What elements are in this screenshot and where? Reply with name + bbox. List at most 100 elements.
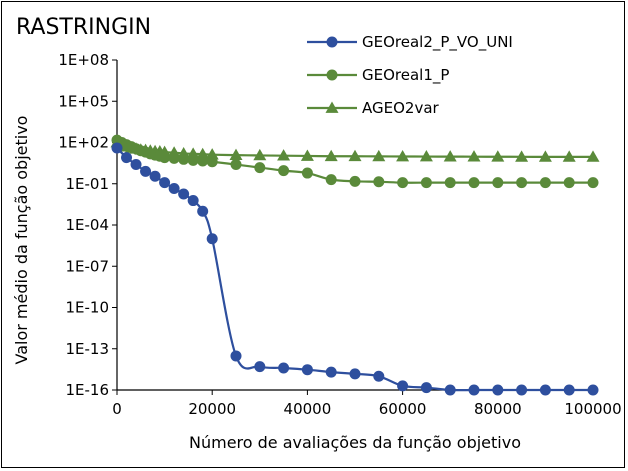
data-point xyxy=(196,147,210,160)
data-point xyxy=(121,152,133,164)
x-tick-label: 0 xyxy=(112,400,122,418)
y-tick-label: 1E-01 xyxy=(65,175,109,193)
data-point xyxy=(230,350,242,362)
legend-marker xyxy=(325,101,339,113)
x-tick-label: 100000 xyxy=(564,400,621,418)
y-tick-label: 1E-13 xyxy=(65,340,109,358)
x-tick-label: 80000 xyxy=(474,400,522,418)
data-point xyxy=(349,368,361,380)
data-point xyxy=(300,149,314,161)
data-point xyxy=(516,177,528,189)
data-point xyxy=(373,176,385,188)
data-point xyxy=(443,150,457,162)
x-tick-label: 20000 xyxy=(188,400,236,418)
data-point xyxy=(206,233,218,245)
data-point xyxy=(324,149,338,162)
data-point xyxy=(111,142,123,154)
data-point xyxy=(178,153,190,165)
data-point xyxy=(397,177,409,189)
legend-item: AGEO2var xyxy=(307,99,440,117)
legend-item: GEOreal2_P_VO_UNI xyxy=(307,33,513,52)
data-point xyxy=(586,150,600,162)
y-tick-label: 1E+02 xyxy=(58,134,109,152)
y-tick-label: 1E-07 xyxy=(65,257,109,275)
data-point xyxy=(515,150,529,162)
data-point xyxy=(254,162,266,174)
data-point xyxy=(325,174,337,186)
data-point xyxy=(538,150,552,162)
y-tick-label: 1E+05 xyxy=(58,92,109,110)
data-point xyxy=(467,150,481,162)
legend-label: AGEO2var xyxy=(362,99,440,117)
data-point xyxy=(372,149,386,162)
chart-title: RASTRINGIN xyxy=(16,15,151,40)
data-point xyxy=(563,177,575,189)
data-point xyxy=(444,384,456,396)
data-point xyxy=(197,205,209,217)
data-point xyxy=(562,150,576,162)
x-tick-label: 40000 xyxy=(284,400,332,418)
data-point xyxy=(254,361,266,373)
data-point xyxy=(206,156,218,168)
data-point xyxy=(130,159,142,171)
data-point xyxy=(373,370,385,382)
data-point xyxy=(159,177,171,189)
legend-label: GEOreal2_P_VO_UNI xyxy=(362,33,513,52)
data-point xyxy=(253,148,267,161)
data-point xyxy=(516,384,528,396)
data-point xyxy=(397,380,409,392)
data-point xyxy=(197,155,209,167)
legend-label: GEOreal1_P xyxy=(362,66,449,85)
data-point xyxy=(277,149,291,161)
y-tick-label: 1E-04 xyxy=(65,216,109,234)
data-point xyxy=(396,149,410,162)
data-point xyxy=(178,188,190,200)
series-GEOreal2_P_VO_UNI xyxy=(111,142,599,396)
data-point xyxy=(563,384,575,396)
data-point xyxy=(492,177,504,189)
y-axis-label: Valor médio da função objetivo xyxy=(12,116,31,365)
data-point xyxy=(468,177,480,189)
data-point xyxy=(539,384,551,396)
data-point xyxy=(420,177,432,189)
x-tick-label: 60000 xyxy=(379,400,427,418)
axes: 1E-16 1E-13 1E-10 1E-07 1E-04 1E-01 1E+02 1E+05… xyxy=(58,51,621,418)
data-point xyxy=(230,159,242,171)
data-point xyxy=(325,366,337,378)
data-point xyxy=(587,177,599,189)
series-GEOreal1_P xyxy=(111,134,599,189)
y-tick-label: 1E-16 xyxy=(65,381,109,399)
legend: GEOreal2_P_VO_UNI GEOreal1_P AGEO2var xyxy=(307,33,513,117)
data-point xyxy=(468,384,480,396)
legend-marker xyxy=(326,69,338,81)
data-point xyxy=(140,165,152,177)
y-tick-label: 1E-10 xyxy=(65,299,109,317)
data-point xyxy=(186,147,200,159)
data-point xyxy=(419,150,433,162)
data-point xyxy=(491,150,505,162)
y-tick-label: 1E+08 xyxy=(58,51,109,69)
data-point xyxy=(205,148,219,160)
legend-marker xyxy=(326,36,338,48)
series-layer xyxy=(110,134,600,396)
data-point xyxy=(301,364,313,376)
data-point xyxy=(444,177,456,189)
data-point xyxy=(149,170,161,182)
data-point xyxy=(159,152,171,164)
data-point xyxy=(278,362,290,374)
data-point xyxy=(301,167,313,179)
data-point xyxy=(348,149,362,162)
x-axis-label: Número de avaliações da função objetivo xyxy=(189,433,521,452)
data-point xyxy=(187,154,199,166)
data-point xyxy=(187,195,199,207)
data-point xyxy=(587,384,599,396)
data-point xyxy=(168,152,180,164)
data-point xyxy=(168,183,180,195)
legend-item: GEOreal1_P xyxy=(307,66,449,85)
data-point xyxy=(278,165,290,177)
data-point xyxy=(349,175,361,187)
data-point xyxy=(539,177,551,189)
data-point xyxy=(229,148,243,161)
